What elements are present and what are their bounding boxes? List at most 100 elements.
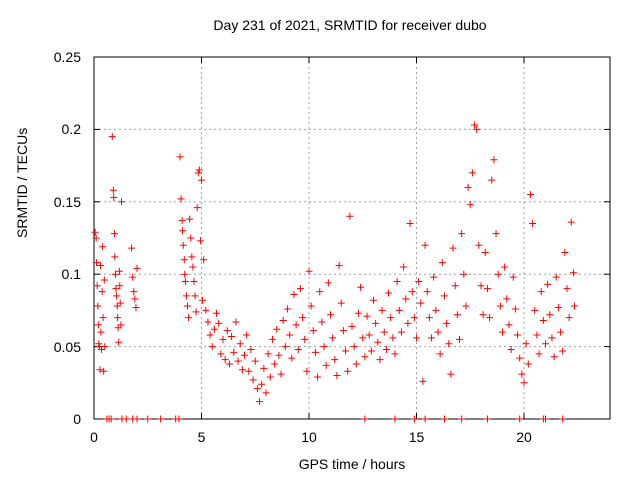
data-point <box>421 241 429 249</box>
data-point <box>116 299 124 307</box>
data-point <box>307 302 315 310</box>
data-point <box>477 282 485 290</box>
data-point <box>533 331 541 339</box>
data-point <box>219 335 227 343</box>
data-point <box>131 295 139 303</box>
data-point <box>423 288 431 296</box>
data-point <box>132 304 140 312</box>
data-point <box>225 360 233 368</box>
data-point <box>230 348 238 356</box>
data-point <box>241 351 248 359</box>
y-tick-label: 0.1 <box>61 266 81 283</box>
data-point <box>281 343 289 351</box>
data-point <box>208 343 216 351</box>
data-point <box>114 314 122 322</box>
data-point <box>99 314 107 322</box>
data-point <box>509 273 517 281</box>
data-point <box>434 328 442 336</box>
data-point <box>157 415 165 423</box>
data-point <box>460 270 468 278</box>
data-point <box>554 304 562 312</box>
data-point <box>522 340 530 348</box>
data-point <box>565 314 573 322</box>
data-point <box>181 270 189 278</box>
data-point <box>395 306 403 314</box>
data-point <box>256 398 264 406</box>
data-point <box>391 350 399 358</box>
data-point <box>329 334 337 342</box>
data-point <box>516 354 524 362</box>
data-point <box>406 220 414 228</box>
x-tick-label: 15 <box>408 429 425 445</box>
data-point <box>113 302 121 310</box>
data-point <box>186 215 194 223</box>
data-point <box>185 314 193 322</box>
data-point <box>367 347 375 355</box>
data-point <box>445 340 453 348</box>
data-point <box>262 389 270 397</box>
data-point <box>385 289 393 297</box>
data-point <box>97 328 105 336</box>
x-tick-label: 5 <box>197 429 206 445</box>
data-point <box>458 415 466 423</box>
data-point <box>311 348 319 356</box>
data-point <box>204 318 212 326</box>
data-point <box>492 230 500 238</box>
data-point <box>116 282 124 290</box>
data-point <box>107 415 115 423</box>
data-point <box>464 183 472 191</box>
data-point <box>546 311 554 319</box>
data-point <box>514 331 522 339</box>
data-point <box>182 292 190 300</box>
data-point <box>179 241 187 249</box>
chart-title: Day 231 of 2021, SRMTID for receiver dub… <box>213 17 487 33</box>
data-point <box>118 198 126 206</box>
data-point <box>199 296 207 304</box>
data-point <box>342 347 350 355</box>
data-point <box>292 321 300 329</box>
data-point <box>133 264 141 272</box>
data-point <box>408 288 416 296</box>
y-tick-label: 0.15 <box>53 193 81 210</box>
data-point <box>425 314 433 322</box>
data-point <box>563 285 571 293</box>
data-point <box>122 415 130 423</box>
data-point <box>191 292 199 300</box>
data-point <box>413 334 420 342</box>
data-point <box>275 351 283 359</box>
data-point <box>529 220 537 228</box>
data-point <box>288 354 296 362</box>
data-point <box>249 376 257 384</box>
data-point <box>324 279 332 287</box>
data-point <box>428 334 436 342</box>
data-point <box>245 367 253 375</box>
data-point <box>380 328 388 336</box>
data-point <box>531 306 539 314</box>
data-point <box>557 328 565 336</box>
y-tick-label: 0 <box>73 411 81 427</box>
data-point <box>115 267 123 275</box>
data-point <box>232 318 240 326</box>
data-point <box>177 195 185 203</box>
data-point <box>268 335 276 343</box>
data-point <box>520 379 528 387</box>
data-point <box>193 204 201 212</box>
data-point <box>305 267 313 275</box>
data-point <box>393 277 401 285</box>
x-tick-label: 20 <box>516 429 532 445</box>
data-point <box>348 322 356 330</box>
data-point <box>266 373 274 381</box>
data-point <box>365 331 373 339</box>
data-point <box>466 201 474 209</box>
data-point <box>236 340 244 348</box>
data-point <box>535 350 543 358</box>
data-point <box>524 360 532 368</box>
grid <box>94 57 610 419</box>
data-point <box>192 308 200 316</box>
data-point <box>518 370 526 378</box>
data-point <box>451 282 459 290</box>
data-point <box>303 367 311 375</box>
data-point <box>486 314 494 322</box>
data-point <box>468 169 476 177</box>
